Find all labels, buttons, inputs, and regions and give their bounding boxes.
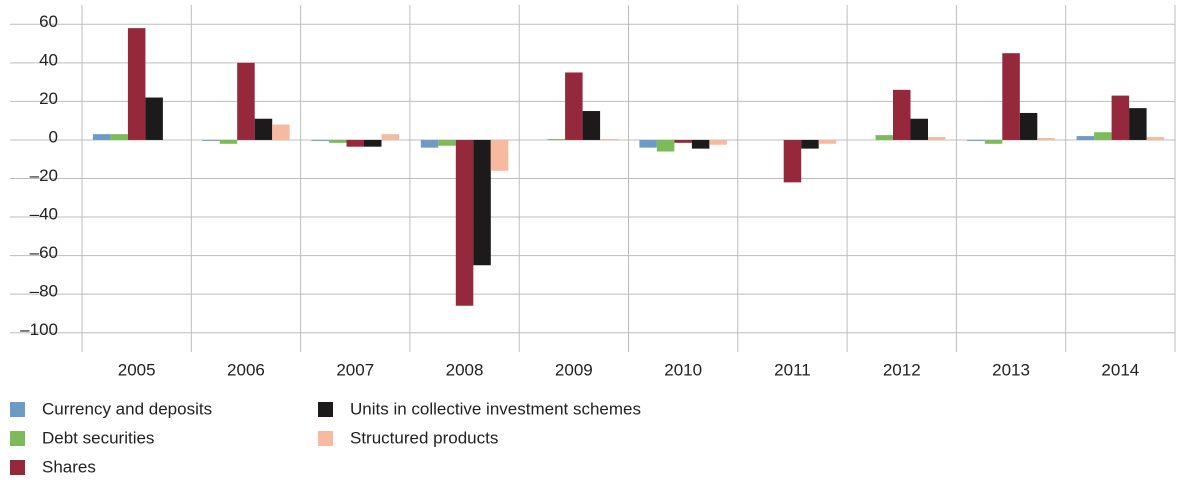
y-tick-label: –60 — [30, 243, 58, 262]
y-tick-label: –100 — [20, 320, 58, 339]
bar — [202, 139, 220, 141]
bar — [674, 139, 692, 143]
x-tick-label: 2009 — [555, 360, 593, 379]
bar — [1076, 136, 1095, 140]
bar — [709, 139, 727, 145]
bar — [1037, 138, 1055, 140]
x-tick-label: 2011 — [774, 360, 811, 379]
bar — [1002, 53, 1020, 140]
legend-swatch — [10, 431, 25, 446]
bar — [582, 111, 601, 140]
bar — [455, 139, 474, 306]
bar — [801, 139, 819, 149]
bar — [438, 139, 456, 146]
x-tick-label: 2006 — [227, 360, 265, 379]
bar — [311, 139, 329, 141]
x-tick-label: 2008 — [446, 360, 484, 379]
bar — [910, 118, 928, 140]
bar — [691, 139, 710, 149]
y-tick-label: –40 — [30, 205, 58, 224]
bar — [127, 28, 146, 140]
bar — [1111, 95, 1130, 140]
x-tick-label: 2012 — [883, 360, 921, 379]
bar — [272, 124, 290, 140]
bar — [1094, 132, 1112, 140]
bar — [420, 139, 439, 148]
bar — [984, 139, 1003, 144]
bar — [967, 139, 985, 141]
bar — [254, 118, 273, 140]
bar — [600, 138, 618, 140]
legend-swatch — [318, 431, 333, 446]
y-tick-label: –80 — [30, 282, 58, 301]
y-tick-label: 60 — [39, 12, 58, 31]
bar — [875, 135, 893, 140]
bar — [110, 134, 128, 140]
bar — [381, 134, 399, 140]
bar — [893, 89, 911, 140]
bar — [1019, 112, 1038, 140]
bar — [490, 139, 509, 171]
legend-label: Currency and deposits — [42, 399, 212, 418]
bar — [656, 139, 675, 152]
legend-label: Structured products — [350, 428, 498, 447]
legend-swatch — [10, 402, 25, 417]
legend-swatch — [10, 460, 25, 475]
bar — [818, 139, 837, 144]
bar — [1129, 108, 1147, 140]
bar — [237, 62, 255, 140]
bar — [547, 138, 566, 140]
legend-label: Shares — [42, 457, 96, 476]
bar — [565, 72, 583, 140]
y-tick-label: 20 — [39, 89, 58, 108]
y-tick-label: 0 — [49, 127, 58, 146]
x-tick-label: 2010 — [664, 360, 702, 379]
bar — [329, 139, 347, 143]
bar — [928, 137, 946, 140]
x-tick-label: 2013 — [992, 360, 1030, 379]
bar — [1146, 137, 1165, 140]
y-tick-label: 40 — [39, 50, 58, 69]
bar — [783, 139, 802, 183]
y-tick-label: –20 — [30, 166, 58, 185]
x-tick-label: 2007 — [336, 360, 374, 379]
x-tick-label: 2005 — [118, 360, 156, 379]
legend-label: Debt securities — [42, 428, 154, 447]
bar — [92, 134, 111, 140]
bar — [346, 139, 364, 147]
x-tick-label: 2014 — [1101, 360, 1139, 379]
bar — [473, 139, 491, 266]
legend-label: Units in collective investment schemes — [350, 399, 641, 418]
bar — [364, 139, 382, 147]
legend-swatch — [318, 402, 333, 417]
bar — [219, 139, 238, 144]
bar — [639, 139, 657, 148]
bar — [145, 97, 163, 140]
